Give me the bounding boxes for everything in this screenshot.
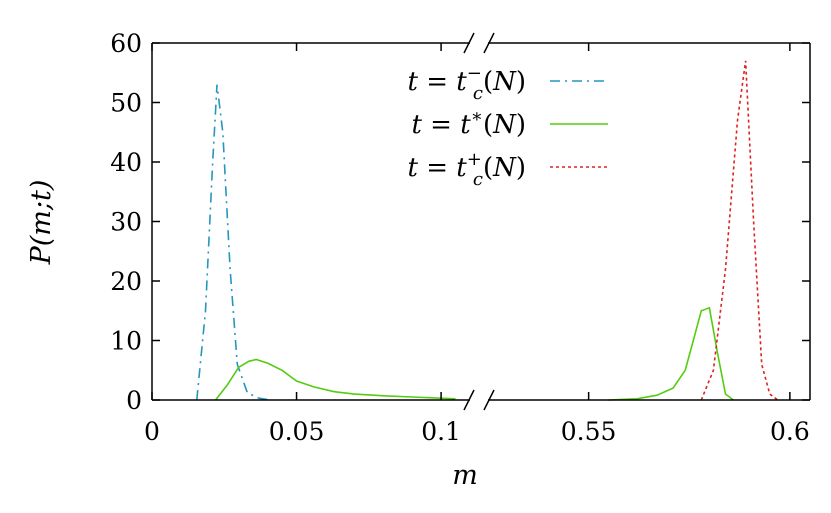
axis-labels: 0 10 20 30 40 50 60 0 0.05 0.1 0.55 0.6 (110, 29, 810, 446)
legend-label-3: t = t+ c(N) (408, 149, 526, 190)
y-tick-label: 40 (110, 148, 142, 177)
top-axis-break-mark-1 (463, 32, 475, 54)
bottom-axis-break-mark-1 (463, 389, 475, 411)
y-axis-title-text: P(m;t) (26, 180, 57, 266)
y-tick-label: 20 (110, 267, 142, 296)
x-tick-label: 0.05 (269, 417, 325, 446)
x-axis-title: m (452, 460, 478, 491)
series-line-2 (214, 358, 456, 401)
y-tick-label: 0 (126, 386, 142, 415)
y-axis-title: P(m;t) (26, 180, 57, 266)
y-tick-label: 60 (110, 29, 142, 58)
top-axis-break-mark-2 (483, 32, 495, 54)
legend-label-1: t = t− c(N) (408, 63, 526, 104)
plot-series (196, 60, 779, 401)
y-tick-label: 30 (110, 208, 142, 237)
y-tick-label: 50 (110, 89, 142, 118)
x-tick-label: 0.55 (561, 417, 617, 446)
x-tick-label: 0.6 (770, 417, 810, 446)
x-tick-label: 0 (144, 417, 160, 446)
series-line-3 (700, 60, 779, 401)
series-line-2-right-segment (608, 306, 734, 401)
y-tick-label: 10 (110, 327, 142, 356)
x-tick-label: 0.1 (421, 417, 461, 446)
plot-frame (151, 32, 811, 411)
legend-label-2: t = t∗(N) (411, 106, 526, 140)
series-line-1 (196, 84, 271, 401)
legend: t = t− c(N)t = t∗(N) t = t+ c(N) (408, 63, 608, 190)
bottom-axis-break-mark-2 (483, 389, 495, 411)
